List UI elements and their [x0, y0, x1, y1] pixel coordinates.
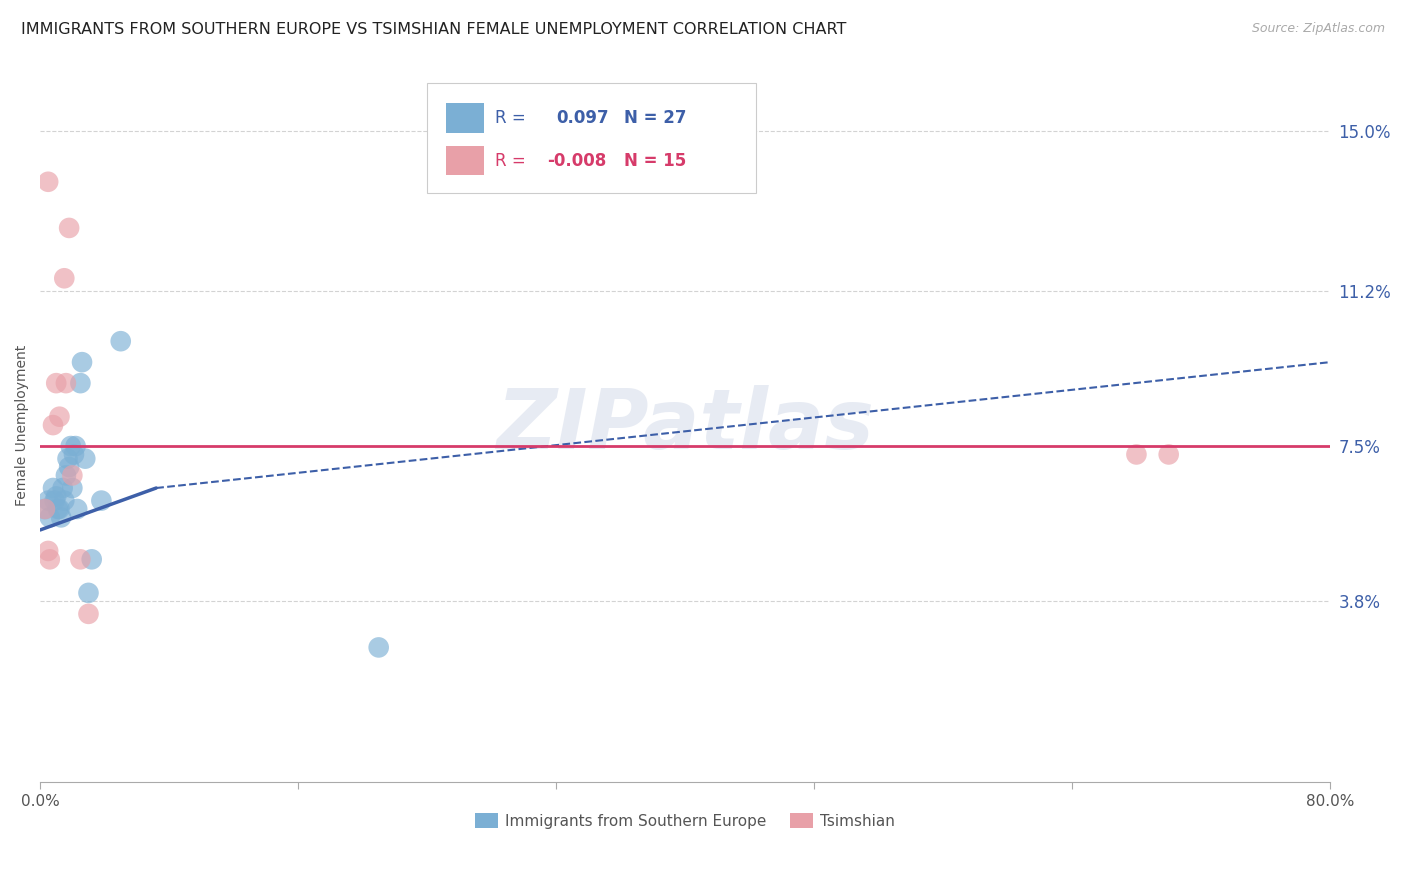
Text: R =: R = [495, 109, 526, 127]
Point [34, 502, 56, 516]
Point [69, 552, 91, 566]
Point [1125, 447, 1147, 461]
Text: IMMIGRANTS FROM SOUTHERN EUROPE VS TSIMSHIAN FEMALE UNEMPLOYMENT CORRELATION CHA: IMMIGRANTS FROM SOUTHERN EUROPE VS TSIMS… [21, 22, 846, 37]
FancyBboxPatch shape [446, 145, 484, 176]
Text: 0.097: 0.097 [555, 109, 609, 127]
Point [48, 409, 70, 424]
Point [66, 502, 89, 516]
Point [44, 493, 66, 508]
Legend: Immigrants from Southern Europe, Tsimshian: Immigrants from Southern Europe, Tsimshi… [468, 806, 901, 835]
Point [53, 271, 76, 285]
Point [42, 481, 65, 495]
Point [56, 451, 79, 466]
Point [90, 493, 112, 508]
FancyBboxPatch shape [427, 83, 756, 194]
Point [45, 376, 67, 391]
Point [77, 586, 100, 600]
Point [55, 468, 77, 483]
Point [58, 460, 80, 475]
Point [42, 418, 65, 433]
Point [1157, 447, 1180, 461]
FancyBboxPatch shape [446, 103, 484, 133]
Point [65, 439, 87, 453]
Point [52, 481, 75, 495]
Point [70, 355, 93, 369]
Point [77, 607, 100, 621]
Point [75, 451, 97, 466]
Point [49, 510, 72, 524]
Y-axis label: Female Unemployment: Female Unemployment [15, 344, 30, 506]
Point [59, 439, 82, 453]
Point [63, 447, 86, 461]
Text: N = 15: N = 15 [624, 152, 686, 169]
Point [37, 175, 59, 189]
Point [60, 481, 83, 495]
Point [48, 502, 70, 516]
Point [46, 502, 69, 516]
Text: Source: ZipAtlas.com: Source: ZipAtlas.com [1251, 22, 1385, 36]
Point [110, 334, 132, 349]
Point [37, 544, 59, 558]
Point [34, 502, 56, 516]
Point [37, 493, 59, 508]
Point [60, 468, 83, 483]
Point [38, 552, 60, 566]
Point [69, 376, 91, 391]
Point [58, 221, 80, 235]
Point [45, 490, 67, 504]
Text: ZIPatlas: ZIPatlas [496, 384, 875, 466]
Text: N = 27: N = 27 [624, 109, 688, 127]
Point [53, 493, 76, 508]
Point [367, 640, 389, 655]
Text: -0.008: -0.008 [547, 152, 606, 169]
Text: R =: R = [495, 152, 526, 169]
Point [80, 552, 103, 566]
Point [55, 376, 77, 391]
Point [38, 510, 60, 524]
